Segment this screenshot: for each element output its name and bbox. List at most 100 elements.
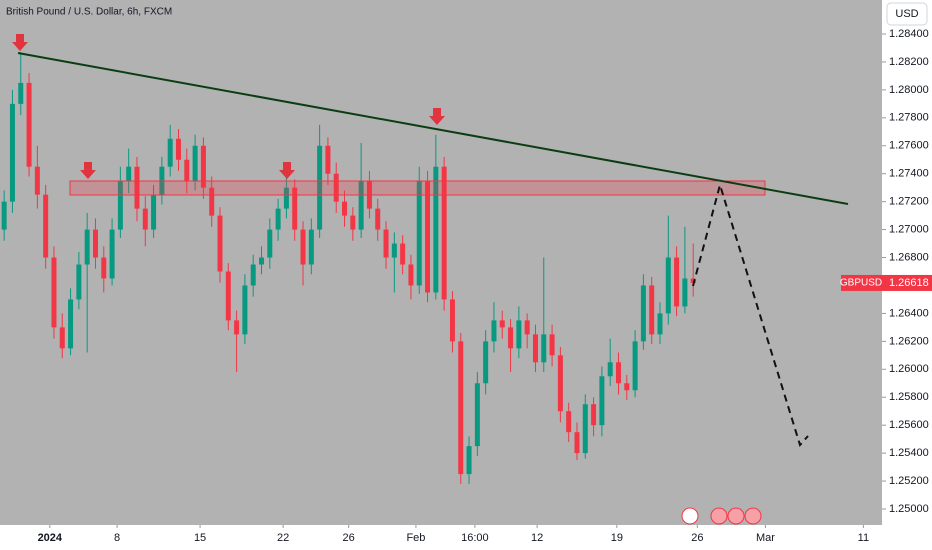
candle-body xyxy=(192,145,198,181)
candle-body xyxy=(134,166,140,209)
y-tick-label: 1.25800 xyxy=(889,391,929,403)
candle-body xyxy=(524,320,530,335)
candle-body xyxy=(68,299,74,349)
candle-body xyxy=(109,229,115,279)
candle-body xyxy=(250,264,256,286)
candle-body xyxy=(358,180,364,230)
candle-body xyxy=(458,341,464,475)
y-tick-label: 1.25400 xyxy=(889,447,929,459)
candle-body xyxy=(375,208,381,230)
candle-body xyxy=(26,82,32,167)
candle-body xyxy=(234,320,240,335)
candle-body xyxy=(474,383,480,447)
candle-body xyxy=(350,215,356,230)
candle-body xyxy=(51,257,57,328)
y-tick-label: 1.25600 xyxy=(889,419,929,431)
symbol-label: GBPUSD xyxy=(840,278,882,289)
candle-body xyxy=(549,334,555,356)
arrow xyxy=(80,162,96,179)
chart-title: British Pound / U.S. Dollar, 6h, FXCM xyxy=(6,7,172,18)
candle-body xyxy=(117,180,123,230)
candle-body xyxy=(441,166,447,300)
candle-body xyxy=(142,208,148,230)
candle-body xyxy=(342,201,348,216)
candle-body xyxy=(408,264,414,286)
x-tick-label: 12 xyxy=(531,532,543,544)
candle-body xyxy=(690,278,696,283)
arrow xyxy=(429,108,445,125)
candle-body xyxy=(674,257,680,307)
x-tick-label: 15 xyxy=(194,532,206,544)
projection-path xyxy=(692,181,809,447)
candle-body xyxy=(391,243,397,258)
candle-body xyxy=(225,271,231,321)
candle-body xyxy=(92,229,98,258)
y-tick-label: 1.28000 xyxy=(889,84,929,96)
candle-body xyxy=(308,229,314,265)
candle-body xyxy=(333,173,339,202)
trendline xyxy=(17,52,849,205)
candle-body xyxy=(383,229,389,258)
x-tick-label: 19 xyxy=(611,532,623,544)
y-tick-label: 1.26200 xyxy=(889,335,929,347)
candle-body xyxy=(574,432,580,454)
event-icon[interactable] xyxy=(727,507,745,525)
y-tick-label: 1.26000 xyxy=(889,363,929,375)
candle-body xyxy=(217,215,223,272)
candle-body xyxy=(292,187,298,230)
symbol-tag xyxy=(841,274,882,291)
candle-body xyxy=(649,285,655,335)
candle-body xyxy=(665,257,671,314)
candle-body xyxy=(184,159,190,181)
candle-body xyxy=(541,334,547,363)
candle-body xyxy=(275,208,281,230)
candle-body xyxy=(43,194,49,258)
x-tick-label: 8 xyxy=(114,532,120,544)
y-tick-label: 1.28400 xyxy=(889,28,929,40)
candle-body xyxy=(607,362,613,377)
candle-body xyxy=(325,145,331,174)
candle-body xyxy=(18,82,24,104)
event-icon[interactable] xyxy=(744,507,762,525)
candle-body xyxy=(657,313,663,335)
arrow xyxy=(279,162,295,179)
candle-body xyxy=(76,264,82,300)
currency-button[interactable] xyxy=(886,2,928,26)
candle-body xyxy=(416,180,422,286)
candle-body xyxy=(167,138,173,167)
event-icon[interactable] xyxy=(681,507,699,525)
candle-body xyxy=(566,411,572,433)
candle-body xyxy=(624,383,630,391)
candle-body xyxy=(317,145,323,230)
candle-body xyxy=(126,166,132,181)
candle-body xyxy=(175,138,181,160)
y-tick-label: 1.26800 xyxy=(889,251,929,263)
candle-body xyxy=(283,187,289,209)
event-icons xyxy=(681,507,762,525)
x-tick-label: 16:00 xyxy=(461,532,489,544)
candle-body xyxy=(200,145,206,188)
candle-body xyxy=(425,180,431,293)
y-tick-label: 1.27600 xyxy=(889,140,929,152)
event-icon[interactable] xyxy=(710,507,728,525)
candle-body xyxy=(640,285,646,342)
candle-body xyxy=(591,404,597,426)
arrow xyxy=(12,34,28,51)
candle-body xyxy=(557,355,563,412)
candle-body xyxy=(1,201,7,230)
x-tick-label: 11 xyxy=(858,532,869,544)
x-tick-label: Feb xyxy=(406,532,425,544)
candle-body xyxy=(151,194,157,230)
x-tick-label: 26 xyxy=(343,532,355,544)
candle-body xyxy=(466,446,472,475)
last-price-tag xyxy=(882,274,932,291)
y-tick-label: 1.27800 xyxy=(889,112,929,124)
candle-body xyxy=(449,299,455,342)
currency-label[interactable]: USD xyxy=(895,8,918,20)
y-tick-label: 1.27000 xyxy=(889,223,929,235)
x-tick-label: 2024 xyxy=(38,532,63,544)
y-tick-label: 1.27200 xyxy=(889,196,929,208)
candle-body xyxy=(433,166,439,293)
y-tick-label: 1.28200 xyxy=(889,56,929,68)
